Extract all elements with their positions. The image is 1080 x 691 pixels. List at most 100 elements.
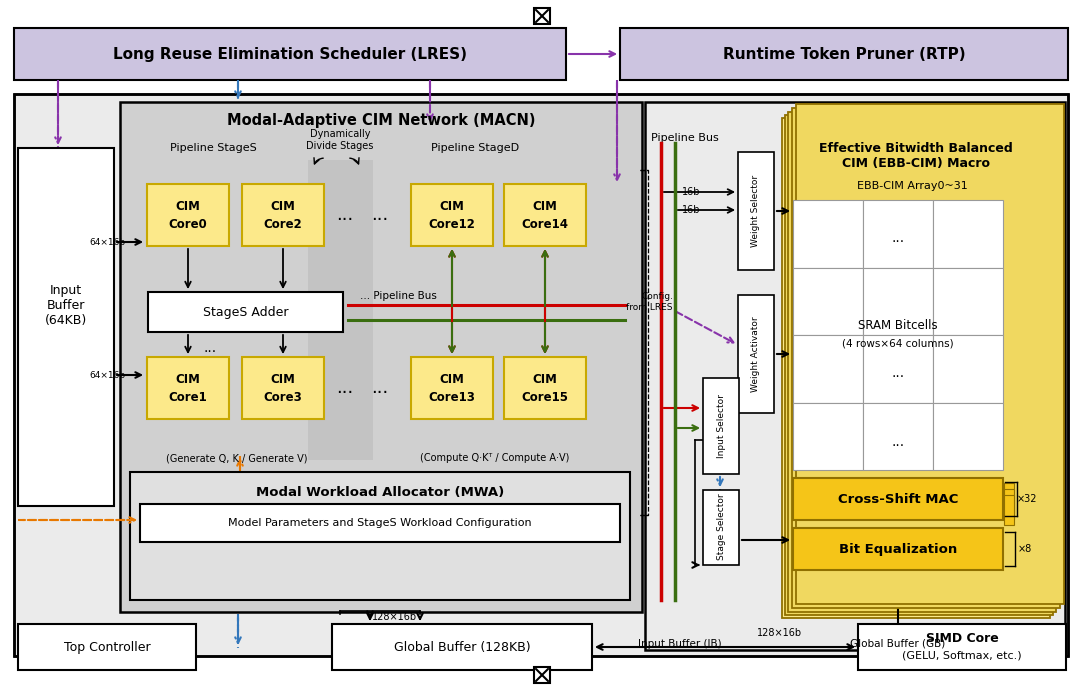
FancyBboxPatch shape [863,335,933,402]
Text: ... Pipeline Bus: ... Pipeline Bus [360,291,437,301]
Text: Modal-Adaptive CIM Network (MACN): Modal-Adaptive CIM Network (MACN) [227,113,536,128]
FancyBboxPatch shape [645,102,1065,650]
Text: Model Parameters and StageS Workload Configuration: Model Parameters and StageS Workload Con… [228,518,531,528]
FancyBboxPatch shape [242,357,324,419]
Text: CIM: CIM [271,200,296,213]
Text: 16b: 16b [681,205,700,215]
Text: (Compute Q·Kᵀ / Compute A·V): (Compute Q·Kᵀ / Compute A·V) [420,453,569,463]
FancyBboxPatch shape [782,118,1050,618]
FancyBboxPatch shape [534,8,550,24]
Text: ×8: ×8 [1017,544,1032,554]
FancyBboxPatch shape [863,267,933,335]
Text: 128×16b: 128×16b [373,612,418,622]
FancyBboxPatch shape [933,267,1003,335]
FancyBboxPatch shape [793,200,863,267]
FancyBboxPatch shape [793,528,1003,570]
Text: ...: ... [372,379,389,397]
Text: ...: ... [336,379,353,397]
FancyBboxPatch shape [738,295,774,413]
Text: ...: ... [891,231,905,245]
Text: CIM: CIM [176,200,201,213]
FancyBboxPatch shape [148,292,343,332]
Text: StageS Adder: StageS Adder [203,305,288,319]
Text: Pipeline StageD: Pipeline StageD [431,143,519,153]
Text: Input
Buffer
(64KB): Input Buffer (64KB) [45,283,87,327]
Text: ...: ... [891,435,905,449]
FancyBboxPatch shape [785,115,1053,615]
FancyBboxPatch shape [504,357,586,419]
Text: 64×16b: 64×16b [89,238,125,247]
Text: Runtime Token Pruner (RTP): Runtime Token Pruner (RTP) [723,46,966,61]
FancyBboxPatch shape [793,335,863,402]
Text: CIM: CIM [176,372,201,386]
Text: Core2: Core2 [264,218,302,231]
Text: ...: ... [203,341,217,355]
FancyBboxPatch shape [793,478,1003,520]
FancyBboxPatch shape [933,335,1003,402]
FancyBboxPatch shape [18,148,114,506]
Text: Core12: Core12 [429,218,475,231]
FancyBboxPatch shape [863,402,933,470]
FancyBboxPatch shape [332,624,592,670]
Text: Cross-Shift MAC: Cross-Shift MAC [838,493,958,506]
Text: Global Buffer (GB): Global Buffer (GB) [850,639,946,649]
Text: ...: ... [891,366,905,380]
FancyBboxPatch shape [1004,489,1014,519]
FancyBboxPatch shape [788,112,1056,612]
Text: Core15: Core15 [522,390,568,404]
FancyBboxPatch shape [147,357,229,419]
FancyBboxPatch shape [411,184,492,246]
FancyBboxPatch shape [703,490,739,565]
FancyBboxPatch shape [738,152,774,270]
Text: SIMD Core: SIMD Core [926,632,998,645]
Text: Global Buffer (128KB): Global Buffer (128KB) [394,641,530,654]
FancyBboxPatch shape [793,402,863,470]
Text: (4 rows×64 columns): (4 rows×64 columns) [842,338,954,348]
FancyBboxPatch shape [14,94,1068,656]
Text: (GELU, Softmax, etc.): (GELU, Softmax, etc.) [902,650,1022,660]
Text: Weight Activator: Weight Activator [752,316,760,392]
FancyBboxPatch shape [18,624,195,670]
Text: Input Selector: Input Selector [716,394,726,458]
FancyBboxPatch shape [534,667,550,683]
Text: Core13: Core13 [429,390,475,404]
FancyBboxPatch shape [308,160,373,460]
Text: Dynamically
Divide Stages: Dynamically Divide Stages [307,129,374,151]
FancyBboxPatch shape [14,28,566,80]
FancyBboxPatch shape [411,357,492,419]
FancyBboxPatch shape [792,108,1059,608]
Text: CIM: CIM [440,372,464,386]
Text: Long Reuse Elimination Scheduler (LRES): Long Reuse Elimination Scheduler (LRES) [113,46,467,61]
Text: CIM: CIM [440,200,464,213]
FancyBboxPatch shape [933,200,1003,267]
Text: EBB-CIM Array0~31: EBB-CIM Array0~31 [856,181,968,191]
Text: 64×16b: 64×16b [89,370,125,379]
Text: Top Controller: Top Controller [64,641,150,654]
FancyBboxPatch shape [863,200,933,267]
Text: ...: ... [336,206,353,224]
Text: Core14: Core14 [522,218,568,231]
FancyBboxPatch shape [120,102,642,612]
FancyBboxPatch shape [933,402,1003,470]
FancyBboxPatch shape [703,378,739,474]
Text: Input Buffer (IB): Input Buffer (IB) [638,639,721,649]
Text: 16b: 16b [681,187,700,197]
Text: CIM Core: CIM Core [816,113,893,128]
Text: Bit Equalization: Bit Equalization [839,542,957,556]
FancyBboxPatch shape [793,267,863,335]
Text: Pipeline Bus: Pipeline Bus [651,133,719,143]
FancyBboxPatch shape [140,504,620,542]
Text: Modal Workload Allocator (MWA): Modal Workload Allocator (MWA) [256,486,504,498]
Text: CIM: CIM [532,200,557,213]
Text: Weight Selector: Weight Selector [752,175,760,247]
Text: CIM (EBB-CIM) Macro: CIM (EBB-CIM) Macro [842,156,990,169]
Text: Stage Selector: Stage Selector [716,493,726,560]
FancyBboxPatch shape [796,104,1064,604]
FancyBboxPatch shape [242,184,324,246]
Text: ×32: ×32 [1016,494,1037,504]
FancyBboxPatch shape [620,28,1068,80]
Text: Core3: Core3 [264,390,302,404]
Text: CIM: CIM [532,372,557,386]
FancyBboxPatch shape [1004,483,1014,513]
Text: Config.
from LRES: Config. from LRES [626,292,673,312]
